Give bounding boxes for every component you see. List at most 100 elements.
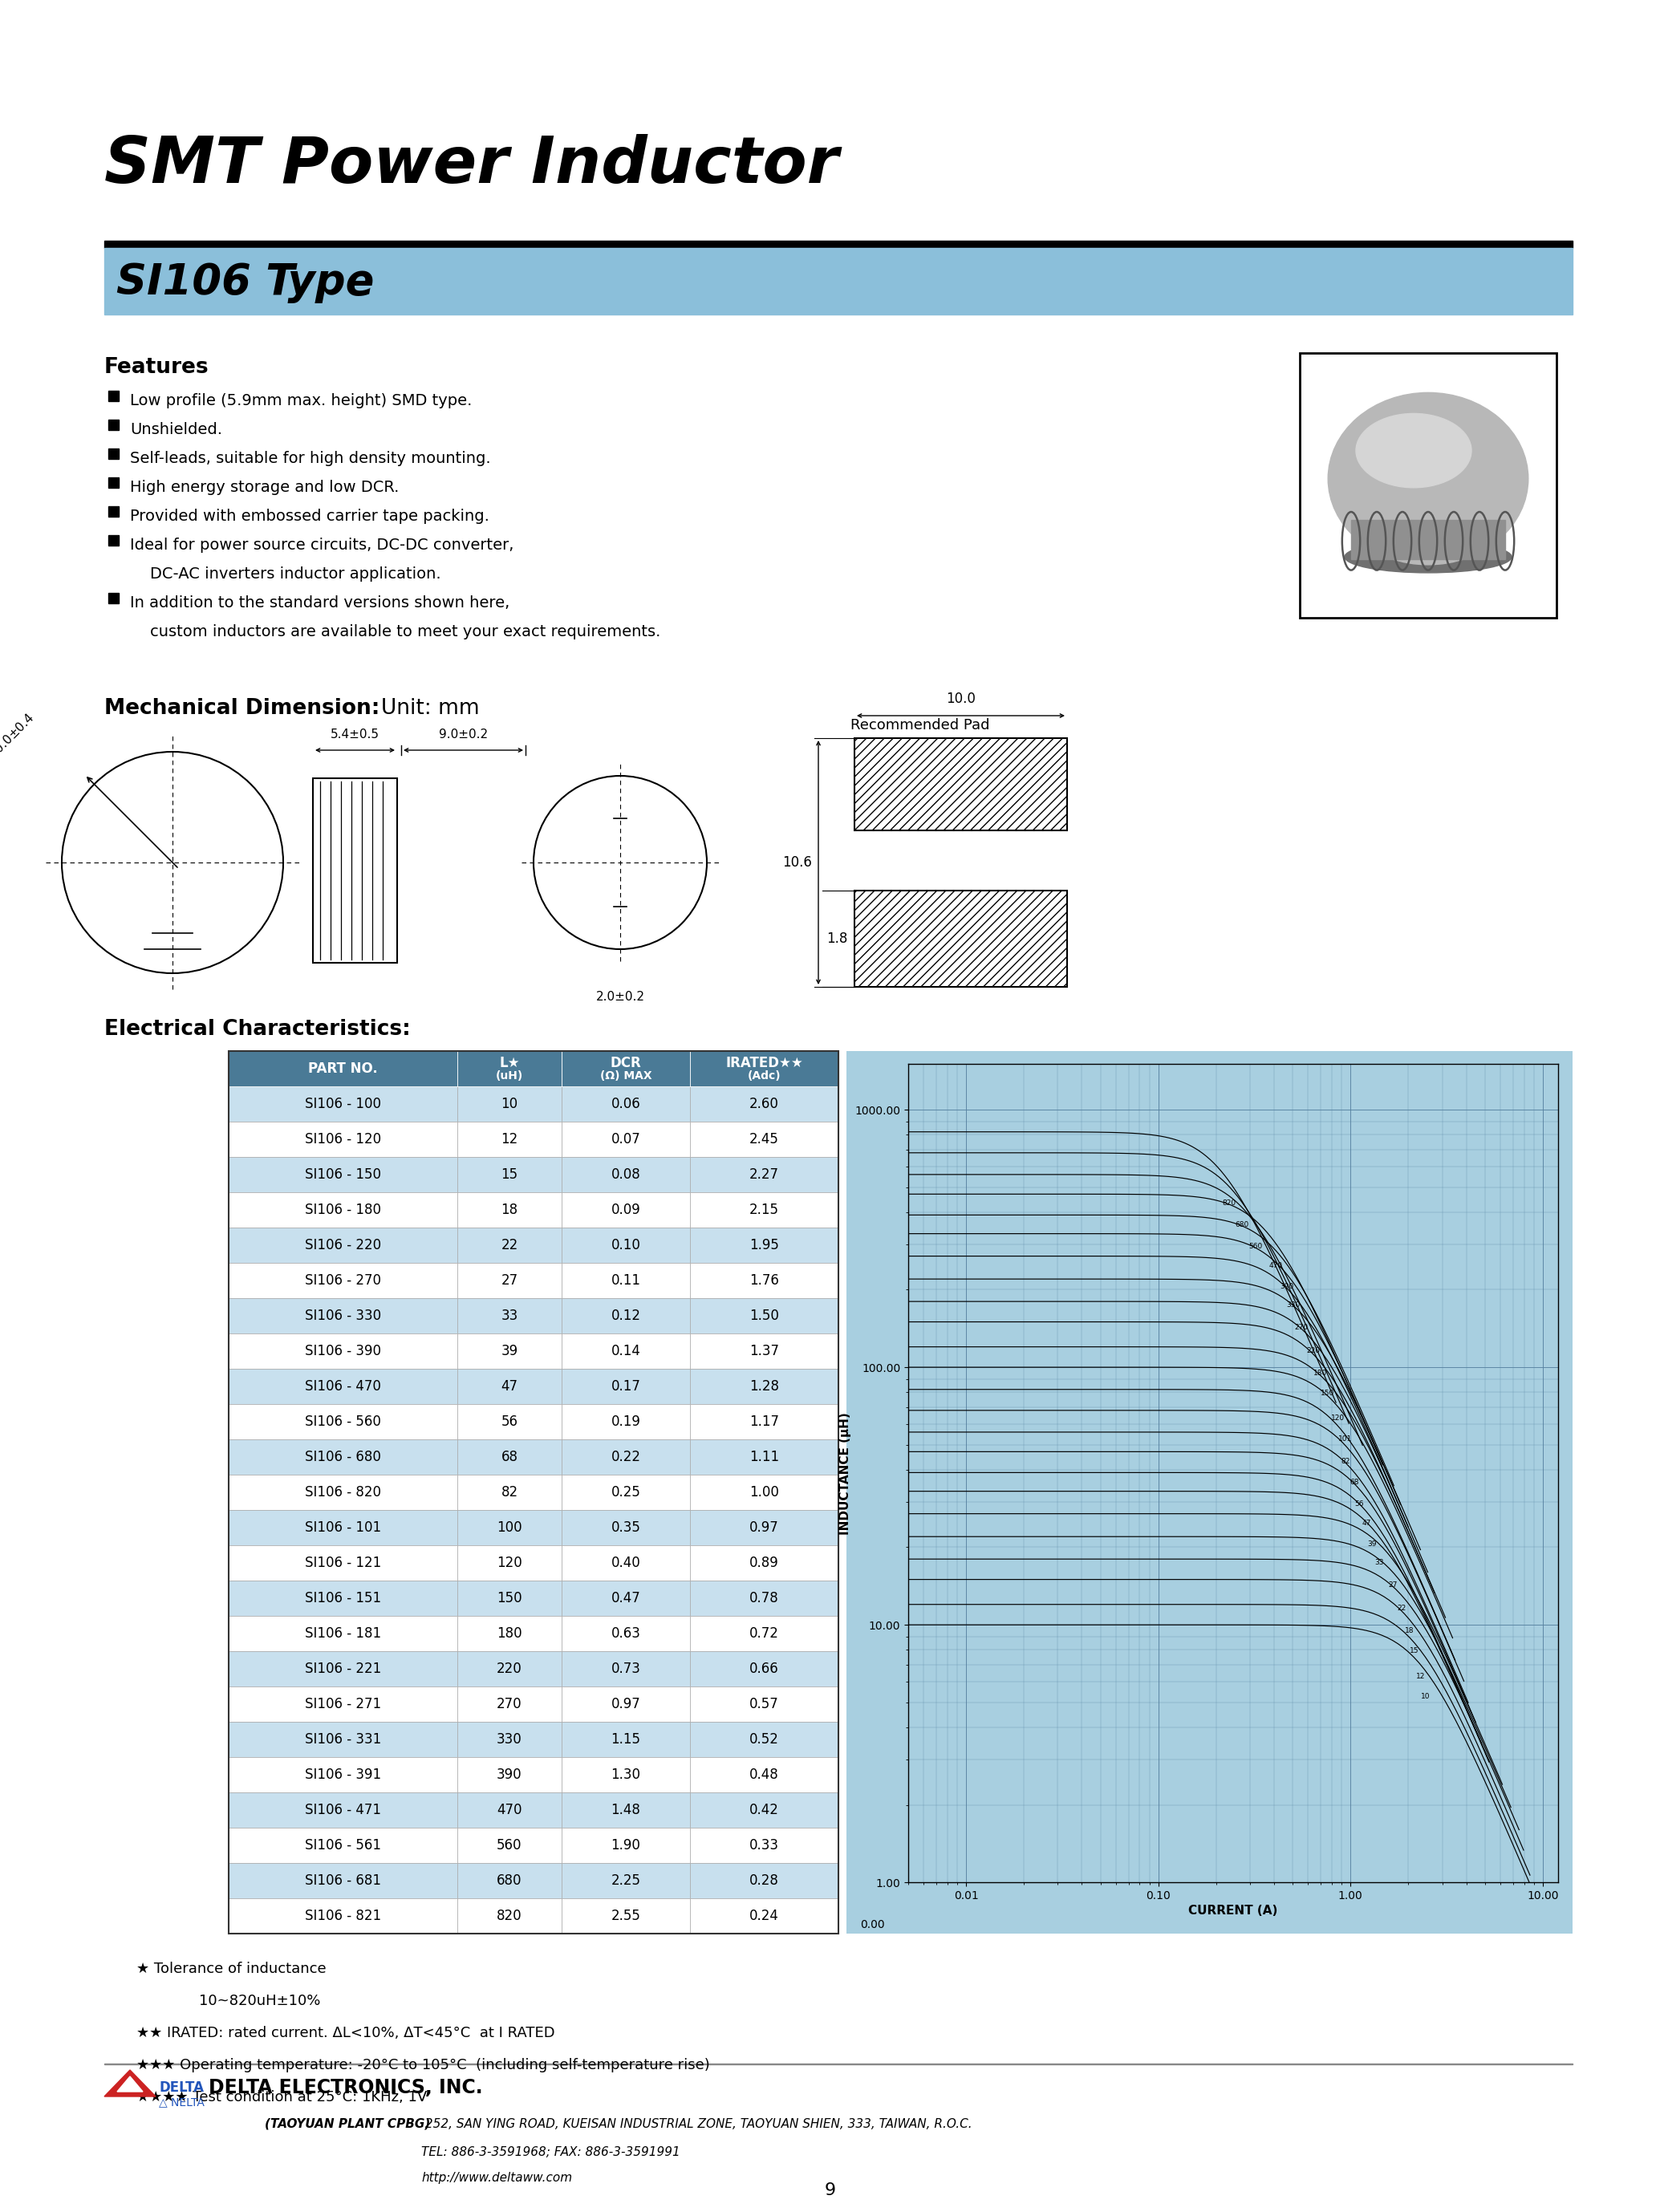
Bar [456,1121,561,1157]
Bar [691,1617,838,1650]
Text: Low profile (5.9mm max. height) SMD type.: Low profile (5.9mm max. height) SMD type… [129,394,471,409]
Text: 120: 120 [496,1555,523,1571]
Text: 0.47: 0.47 [611,1590,641,1606]
Bar [456,1192,561,1228]
Text: 2.0±0.2: 2.0±0.2 [596,991,644,1002]
Bar [456,1263,561,1298]
Text: SI106 - 180: SI106 - 180 [305,1203,382,1217]
Bar [561,1546,691,1582]
Bar [229,1334,457,1369]
X-axis label: CURRENT (A): CURRENT (A) [1189,1905,1278,1918]
Text: 0.72: 0.72 [749,1626,779,1641]
Bar [691,1263,838,1298]
Text: 1.28: 1.28 [749,1380,779,1394]
Text: 100: 100 [496,1520,523,1535]
Text: Unshielded.: Unshielded. [129,422,222,438]
Bar [456,1721,561,1756]
Bar [229,1511,457,1546]
Bar [456,1051,561,1086]
Bar [561,1582,691,1617]
Text: SI106 - 390: SI106 - 390 [305,1345,382,1358]
Text: SI106 - 121: SI106 - 121 [305,1555,382,1571]
Text: 1.11: 1.11 [749,1449,779,1464]
Bar [105,241,1572,248]
Text: 0.97: 0.97 [611,1697,641,1712]
Bar [229,1157,457,1192]
Text: SI106 - 680: SI106 - 680 [305,1449,382,1464]
Bar [561,1686,691,1721]
Text: 2.25: 2.25 [611,1874,641,1887]
Text: 10~820uH±10%: 10~820uH±10% [181,1993,320,2008]
Bar [456,1686,561,1721]
Text: 27: 27 [1388,1582,1398,1588]
Bar [691,1546,838,1582]
Text: 2.27: 2.27 [749,1168,779,1181]
Bar [561,1121,691,1157]
Text: 180: 180 [496,1626,523,1641]
Bar [108,478,120,489]
Text: 56: 56 [501,1413,518,1429]
Text: 2.60: 2.60 [749,1097,779,1110]
Text: 390: 390 [496,1767,523,1783]
Bar [456,1756,561,1792]
Bar [1351,520,1506,560]
Bar [691,1298,838,1334]
Text: 18: 18 [1404,1628,1414,1635]
Bar [456,1650,561,1686]
Text: 2.15: 2.15 [749,1203,779,1217]
Bar [108,392,120,400]
Text: 1.95: 1.95 [749,1239,779,1252]
Bar [691,1863,838,1898]
Text: 0.17: 0.17 [611,1380,641,1394]
Text: 2.55: 2.55 [611,1909,641,1922]
Bar [691,1121,838,1157]
Text: 0.48: 0.48 [749,1767,779,1783]
Bar [691,1369,838,1405]
Text: (TAOYUAN PLANT CPBG): (TAOYUAN PLANT CPBG) [264,2119,430,2130]
Bar [561,1298,691,1334]
Text: 330: 330 [496,1732,523,1747]
Text: 82: 82 [1341,1458,1350,1464]
Bar [691,1228,838,1263]
Text: 0.66: 0.66 [749,1661,779,1677]
Bar [229,1721,457,1756]
Text: 1.76: 1.76 [749,1274,779,1287]
Bar [561,1405,691,1440]
Bar [312,779,397,962]
Bar [561,1086,691,1121]
Text: 12: 12 [1416,1672,1424,1679]
Text: 0.73: 0.73 [611,1661,641,1677]
Text: 1.17: 1.17 [749,1413,779,1429]
Text: SI106 - 560: SI106 - 560 [305,1413,382,1429]
Text: 101: 101 [1338,1436,1353,1442]
Text: 22: 22 [501,1239,518,1252]
Text: Ideal for power source circuits, DC-DC converter,: Ideal for power source circuits, DC-DC c… [129,538,515,553]
Text: 0.19: 0.19 [611,1413,641,1429]
Bar [691,1582,838,1617]
Text: PART NO.: PART NO. [309,1062,378,1075]
Text: 39: 39 [501,1345,518,1358]
Text: Unit: mm: Unit: mm [382,699,480,719]
Text: L★: L★ [500,1055,520,1071]
Text: $\phi$10.0$\pm$0.4: $\phi$10.0$\pm$0.4 [0,710,38,768]
Bar [561,1617,691,1650]
Text: 0.52: 0.52 [749,1732,779,1747]
Text: ★ Tolerance of inductance: ★ Tolerance of inductance [136,1962,327,1975]
Text: 0.25: 0.25 [611,1484,641,1500]
Bar [108,535,120,546]
Bar [229,1898,457,1933]
Text: SI106 - 820: SI106 - 820 [305,1484,382,1500]
Text: 2.45: 2.45 [749,1133,779,1146]
Bar [456,1405,561,1440]
Text: 0.24: 0.24 [749,1909,779,1922]
Text: SI106 - 271: SI106 - 271 [305,1697,382,1712]
Text: 56: 56 [1355,1500,1363,1506]
Bar [561,1475,691,1511]
Text: 33: 33 [1374,1559,1384,1566]
Text: 820: 820 [496,1909,523,1922]
Text: 10: 10 [1421,1692,1429,1701]
Bar [561,1827,691,1863]
Bar [229,1617,457,1650]
Text: 1.00: 1.00 [749,1484,779,1500]
Bar [561,1792,691,1827]
